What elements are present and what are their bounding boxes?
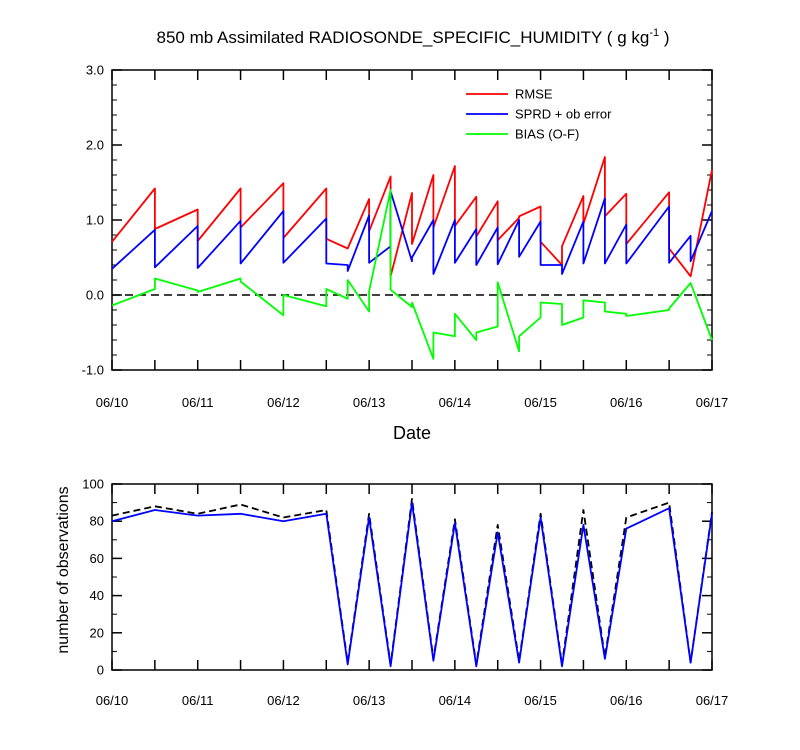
x-tick-label: 06/11 xyxy=(182,693,214,708)
legend-label-bias-o-f: BIAS (O-F) xyxy=(515,127,579,142)
chart-title: 850 mb Assimilated RADIOSONDE_SPECIFIC_H… xyxy=(157,27,670,47)
y-tick-label: 0 xyxy=(97,663,104,678)
y-tick-label: 2.0 xyxy=(86,138,104,153)
x-tick-label: 06/10 xyxy=(96,395,129,410)
x-tick-label: 06/13 xyxy=(353,395,386,410)
series-line-bias-o-f xyxy=(111,189,713,360)
y-tick-label: 0.0 xyxy=(86,288,104,303)
x-tick-label: 06/15 xyxy=(524,693,557,708)
x-tick-label: 06/12 xyxy=(267,693,300,708)
legend-label-rmse: RMSE xyxy=(515,87,553,102)
y-tick-label: -1.0 xyxy=(82,363,104,378)
title-superscript: -1 xyxy=(649,27,659,39)
x-tick-label: 06/13 xyxy=(353,693,386,708)
y-tick-label: 40 xyxy=(90,588,104,603)
x-tick-label: 06/12 xyxy=(267,395,300,410)
x-tick-label: 06/10 xyxy=(96,693,129,708)
series-line-sprd-ob-error xyxy=(111,190,713,275)
y-tick-label: 3.0 xyxy=(86,63,104,78)
x-tick-label: 06/17 xyxy=(696,693,729,708)
y-tick-label: 60 xyxy=(90,551,104,566)
plot-frame xyxy=(111,483,713,671)
x-tick-label: 06/16 xyxy=(610,693,643,708)
y-tick-label: 1.0 xyxy=(86,213,104,228)
y-axis-label: number of observations xyxy=(55,486,72,653)
series-line-assimilated-observations xyxy=(111,501,713,668)
bottom-chart: 06/10 06/11 06/12 06/13 06/14 06/15 06/16 06/17… xyxy=(55,477,728,709)
x-tick-label: 06/16 xyxy=(610,395,643,410)
series-line-total-observations xyxy=(111,497,713,666)
top-chart: 06/10 06/11 06/12 06/13 06/14 06/15 06/16 06/17… xyxy=(82,63,729,444)
y-tick-label: 80 xyxy=(90,514,104,529)
x-tick-label: 06/15 xyxy=(524,395,557,410)
x-tick-label: 06/17 xyxy=(696,395,729,410)
y-tick-label: 20 xyxy=(90,625,104,640)
y-tick-label: 100 xyxy=(82,477,104,492)
x-tick-label: 06/14 xyxy=(439,395,472,410)
legend-label-sprd-ob-error: SPRD + ob error xyxy=(515,107,612,122)
x-tick-label: 06/11 xyxy=(182,395,214,410)
x-axis-label: Date xyxy=(393,423,431,443)
x-tick-label: 06/14 xyxy=(439,693,472,708)
series-line-rmse xyxy=(111,156,713,278)
